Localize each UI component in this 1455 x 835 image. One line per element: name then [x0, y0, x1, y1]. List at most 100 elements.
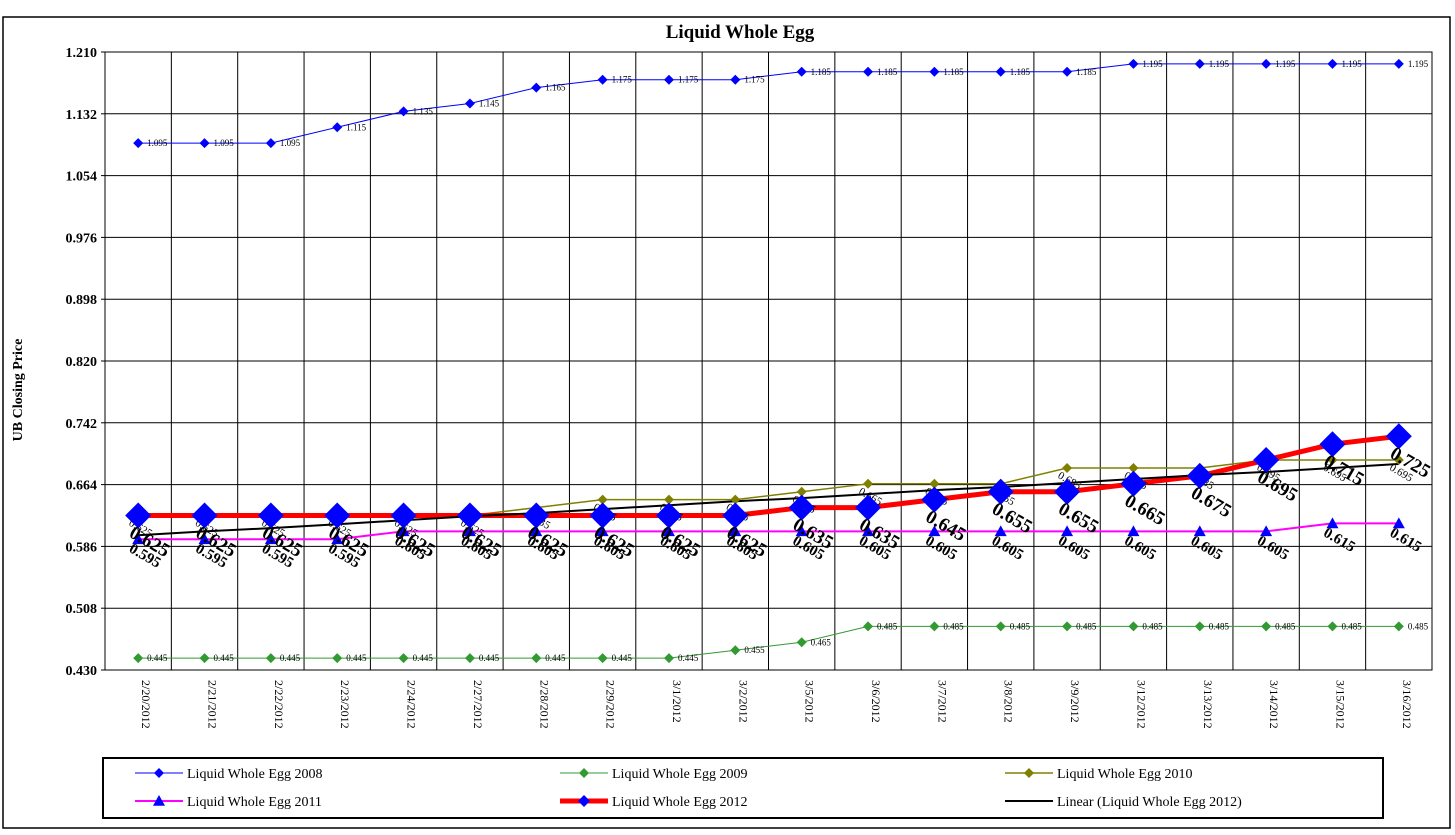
- x-tick-label: 3/12/2012: [1134, 680, 1148, 729]
- y-tick-label: 0.508: [66, 602, 98, 617]
- data-label: 1.185: [1010, 67, 1031, 77]
- y-tick-label: 0.586: [66, 540, 98, 555]
- x-tick-label: 3/2/2012: [736, 680, 750, 723]
- x-tick-label: 2/24/2012: [405, 680, 419, 729]
- x-tick-label: 2/23/2012: [338, 680, 352, 729]
- data-label: 1.175: [678, 75, 699, 85]
- data-label: 1.195: [1408, 59, 1429, 69]
- x-tick-label: 3/14/2012: [1267, 680, 1281, 729]
- data-point: [663, 74, 674, 85]
- data-label: 0.445: [479, 653, 500, 663]
- legend-label: Liquid Whole Egg 2012: [612, 795, 747, 810]
- data-point: [464, 98, 475, 109]
- data-label: 1.165: [545, 83, 566, 93]
- data-point: [1393, 455, 1404, 466]
- data-point: [921, 486, 948, 513]
- data-point: [796, 637, 807, 648]
- data-point: [1393, 58, 1404, 69]
- data-point: [1260, 525, 1273, 537]
- legend-label: Liquid Whole Egg 2009: [612, 767, 747, 782]
- x-tick-label: 3/6/2012: [869, 680, 883, 723]
- data-point: [390, 502, 417, 529]
- data-label: 1.185: [1076, 67, 1097, 77]
- data-label: 1.095: [280, 138, 301, 148]
- data-label: 0.445: [147, 653, 168, 663]
- data-point: [730, 494, 741, 505]
- legend-marker: [578, 795, 590, 807]
- x-tick-label: 2/27/2012: [471, 680, 485, 729]
- data-label: 0.455: [744, 645, 765, 655]
- data-point: [995, 621, 1006, 632]
- data-point: [729, 525, 742, 537]
- legend-marker: [579, 768, 589, 778]
- data-point: [398, 653, 409, 664]
- data-point: [929, 478, 940, 489]
- data-point: [125, 502, 152, 529]
- data-label: 1.135: [413, 106, 434, 116]
- data-label: 1.195: [1209, 59, 1230, 69]
- data-label: 1.195: [1142, 59, 1163, 69]
- data-point: [1054, 478, 1081, 505]
- data-point: [994, 525, 1007, 537]
- data-point: [1186, 462, 1213, 489]
- data-point: [1319, 431, 1346, 458]
- data-label: 0.445: [545, 653, 566, 663]
- data-point: [1194, 58, 1205, 69]
- data-point: [133, 653, 144, 664]
- data-point: [456, 502, 483, 529]
- data-point: [1194, 621, 1205, 632]
- data-point: [265, 653, 276, 664]
- data-label: 1.095: [214, 138, 235, 148]
- x-tick-label: 3/7/2012: [935, 680, 949, 723]
- data-point: [1061, 525, 1074, 537]
- data-point: [928, 525, 941, 537]
- data-point: [332, 653, 343, 664]
- data-point: [730, 645, 741, 656]
- series-line: [138, 625, 1399, 659]
- legend-label: Liquid Whole Egg 2010: [1057, 767, 1192, 782]
- data-point: [1062, 621, 1073, 632]
- data-label: 1.185: [811, 67, 832, 77]
- y-tick-label: 0.742: [66, 417, 98, 432]
- data-label: 1.145: [479, 99, 500, 109]
- data-point: [398, 106, 409, 117]
- data-point: [796, 486, 807, 497]
- data-point: [1062, 462, 1073, 473]
- data-point: [1392, 517, 1405, 529]
- x-tick-label: 3/16/2012: [1400, 680, 1414, 729]
- legend-marker: [153, 795, 165, 806]
- y-tick-label: 0.820: [66, 355, 98, 370]
- data-point: [655, 502, 682, 529]
- data-point: [464, 653, 475, 664]
- x-tick-label: 2/28/2012: [537, 680, 551, 729]
- data-point: [1327, 621, 1338, 632]
- data-point: [1062, 66, 1073, 77]
- x-tick-label: 2/20/2012: [139, 680, 153, 729]
- data-point: [1385, 423, 1412, 450]
- data-point: [265, 138, 276, 149]
- legend-label: Linear (Liquid Whole Egg 2012): [1057, 795, 1242, 810]
- data-point: [1193, 525, 1206, 537]
- data-label: 0.485: [1275, 621, 1296, 631]
- data-point: [1327, 455, 1338, 466]
- data-point: [324, 502, 351, 529]
- data-point: [597, 74, 608, 85]
- chart-title: Liquid Whole Egg: [666, 22, 815, 43]
- data-point: [1326, 517, 1339, 529]
- data-point: [1128, 462, 1139, 473]
- data-point: [463, 525, 476, 537]
- data-point: [1120, 470, 1147, 497]
- data-point: [1327, 58, 1338, 69]
- legend-marker: [1024, 768, 1034, 778]
- legend-marker: [154, 768, 164, 778]
- data-point: [264, 533, 277, 545]
- data-point: [596, 525, 609, 537]
- data-label: 0.445: [612, 653, 633, 663]
- data-point: [795, 525, 808, 537]
- x-tick-label: 2/21/2012: [206, 680, 220, 729]
- data-label: 1.195: [1275, 59, 1296, 69]
- y-tick-label: 0.664: [66, 479, 98, 494]
- data-point: [199, 653, 210, 664]
